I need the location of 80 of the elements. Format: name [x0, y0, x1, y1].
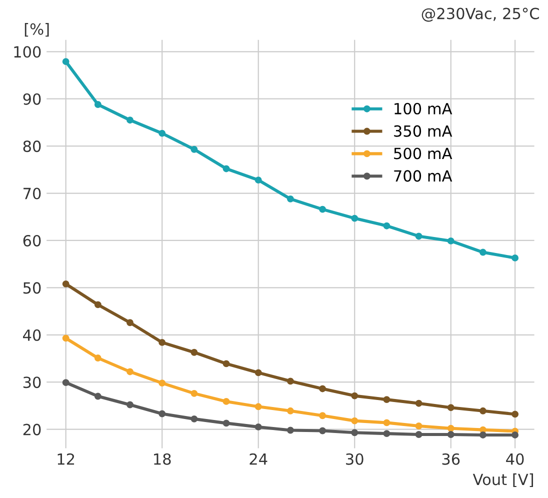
point [319, 412, 326, 420]
text: @230Vac, 25°C [422, 8, 539, 22]
point [62, 334, 70, 342]
point [415, 431, 422, 438]
y-tick-label: 60 [23, 234, 41, 246]
point [479, 432, 486, 438]
y-tick-label: 50 [23, 282, 41, 294]
y-tick-label: 80 [23, 140, 41, 152]
x-axis-title: Vout [V] [472, 473, 533, 488]
point [254, 369, 262, 376]
point [254, 423, 262, 430]
point [319, 385, 326, 392]
point [126, 116, 134, 124]
point [383, 222, 390, 230]
point [319, 206, 326, 213]
point [447, 404, 454, 412]
point [383, 396, 390, 404]
point [447, 237, 454, 244]
point [94, 101, 102, 108]
y-axis-title: [%] [24, 23, 49, 37]
point [62, 379, 70, 386]
point [254, 403, 262, 410]
x-tick-label: 18 [154, 453, 171, 465]
legend-label: 700 mA [394, 170, 452, 182]
x-tick-label: 40 [506, 453, 524, 465]
x-tick-label: 30 [346, 453, 364, 465]
point [286, 195, 294, 202]
point [126, 319, 134, 326]
y-tick-label: 90 [23, 93, 41, 105]
point [351, 214, 358, 222]
point [512, 254, 519, 262]
point [126, 401, 134, 408]
point [319, 427, 326, 434]
point [415, 400, 422, 407]
legend-label: 500 mA [394, 148, 452, 160]
point [94, 354, 102, 362]
y-tick-label: 100 [14, 46, 41, 58]
point [479, 407, 486, 414]
point [447, 431, 454, 438]
point [222, 165, 230, 172]
point [158, 130, 166, 137]
point [479, 248, 486, 256]
point [190, 415, 198, 422]
x-tick-label: 12 [58, 453, 74, 465]
point [512, 432, 519, 438]
point [254, 176, 262, 184]
point [415, 422, 422, 430]
point [190, 146, 198, 153]
x-tick-label: 24 [250, 453, 268, 465]
point [94, 392, 102, 400]
y-tick-label: 40 [23, 329, 41, 341]
point [126, 368, 134, 376]
point [158, 338, 166, 346]
point [94, 301, 102, 308]
point [351, 417, 358, 424]
point [190, 348, 198, 356]
point [383, 419, 390, 426]
point [62, 280, 70, 288]
point [286, 378, 294, 385]
point [222, 420, 230, 427]
point [415, 232, 422, 240]
point [447, 424, 454, 432]
y-tick-label: 20 [23, 424, 41, 436]
point [286, 407, 294, 414]
point [158, 410, 166, 418]
point [222, 360, 230, 368]
point [62, 58, 70, 66]
point [286, 426, 294, 434]
point [351, 392, 358, 400]
x-tick-label: 36 [442, 453, 460, 465]
point [383, 430, 390, 438]
point [222, 398, 230, 405]
legend-label: 350 mA [394, 125, 452, 137]
point [190, 390, 198, 397]
point [158, 380, 166, 387]
y-tick-label: 70 [24, 188, 41, 200]
point [351, 429, 358, 436]
y-tick-label: 30 [23, 376, 41, 388]
legend-label: 100 mA [394, 102, 452, 114]
point [512, 410, 519, 418]
